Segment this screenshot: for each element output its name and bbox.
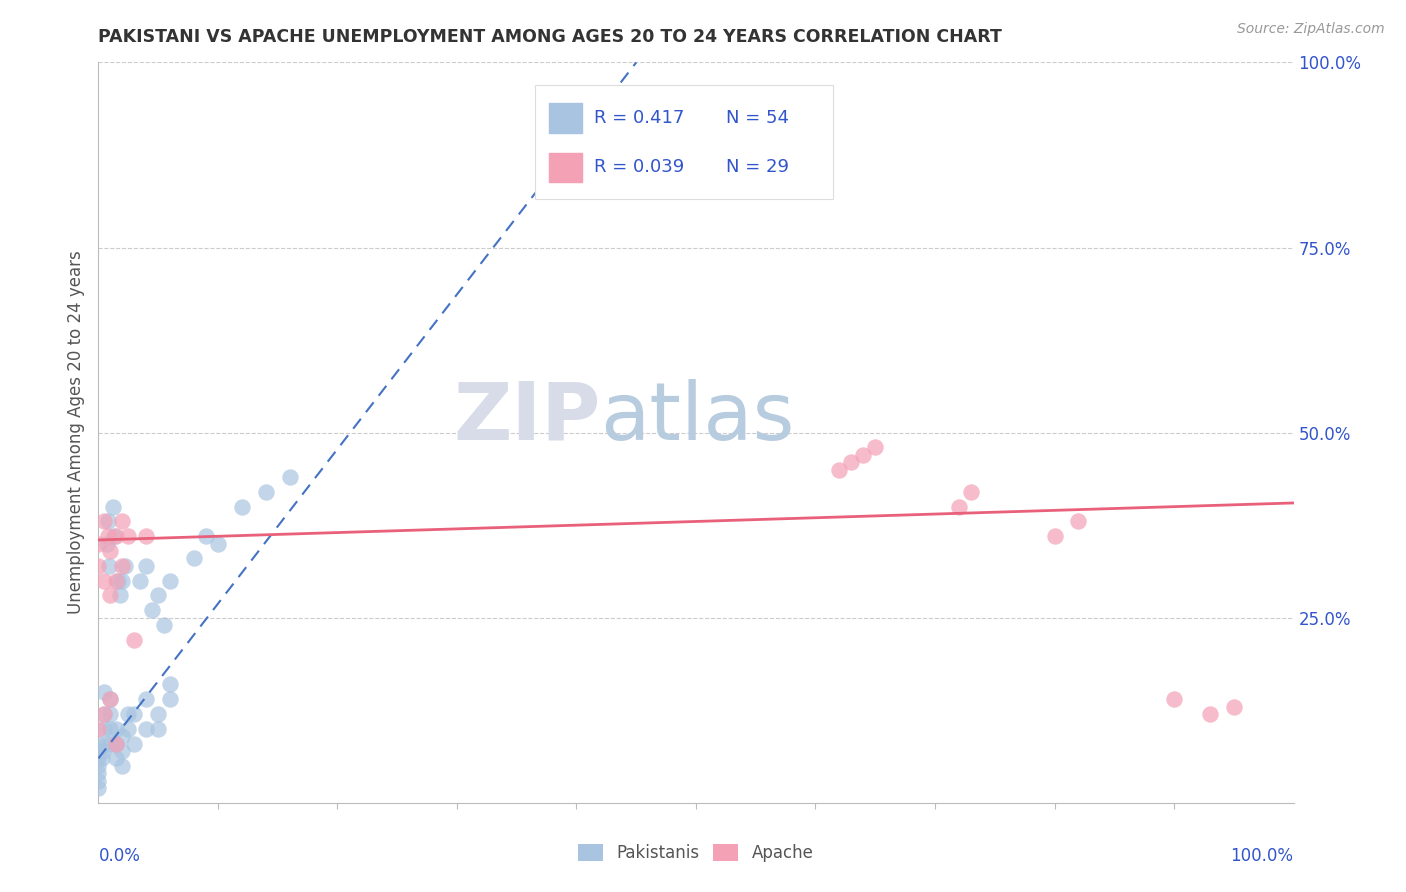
Point — [129, 574, 152, 588]
Point — [98, 722, 122, 736]
Point — [87, 744, 110, 758]
Text: R = 0.417: R = 0.417 — [595, 109, 685, 127]
Point — [105, 722, 128, 736]
Point — [98, 558, 121, 573]
Text: R = 0.039: R = 0.039 — [595, 159, 685, 177]
Point — [98, 692, 122, 706]
Point — [114, 558, 136, 573]
Text: Source: ZipAtlas.com: Source: ZipAtlas.com — [1237, 22, 1385, 37]
Point — [183, 551, 205, 566]
Point — [97, 515, 120, 529]
Point — [1067, 515, 1090, 529]
Point — [87, 766, 110, 780]
Point — [87, 536, 110, 550]
Point — [135, 722, 157, 736]
FancyBboxPatch shape — [534, 85, 834, 200]
Point — [841, 455, 863, 469]
Text: 100.0%: 100.0% — [1230, 847, 1294, 865]
Point — [87, 751, 110, 765]
FancyBboxPatch shape — [548, 103, 582, 133]
Point — [828, 462, 851, 476]
Point — [135, 558, 157, 573]
Point — [96, 536, 118, 550]
Point — [105, 737, 128, 751]
Point — [93, 706, 115, 721]
Point — [195, 529, 218, 543]
Point — [91, 744, 114, 758]
Point — [94, 737, 117, 751]
Point — [111, 729, 134, 743]
FancyBboxPatch shape — [548, 153, 582, 182]
Text: PAKISTANI VS APACHE UNEMPLOYMENT AMONG AGES 20 TO 24 YEARS CORRELATION CHART: PAKISTANI VS APACHE UNEMPLOYMENT AMONG A… — [98, 28, 1002, 45]
Point — [124, 632, 146, 647]
Point — [105, 529, 128, 543]
Point — [93, 574, 115, 588]
Point — [103, 529, 125, 543]
Point — [111, 758, 134, 772]
Point — [1223, 699, 1246, 714]
Point — [98, 589, 122, 603]
Point — [948, 500, 970, 514]
Point — [278, 470, 301, 484]
Point — [153, 618, 176, 632]
Point — [141, 603, 163, 617]
Point — [107, 574, 129, 588]
Point — [207, 536, 229, 550]
Point — [87, 758, 110, 772]
Point — [93, 706, 115, 721]
Text: N = 29: N = 29 — [725, 159, 789, 177]
Text: ZIP: ZIP — [453, 379, 600, 457]
Point — [111, 744, 134, 758]
Point — [148, 706, 170, 721]
Text: 0.0%: 0.0% — [98, 847, 141, 865]
Point — [1163, 692, 1185, 706]
Point — [87, 773, 110, 788]
Point — [852, 448, 875, 462]
Point — [117, 706, 139, 721]
Point — [87, 722, 110, 736]
Point — [87, 558, 110, 573]
Point — [98, 737, 122, 751]
Point — [111, 515, 134, 529]
Point — [159, 677, 181, 691]
Point — [1199, 706, 1222, 721]
Legend: Pakistanis, Apache: Pakistanis, Apache — [572, 837, 820, 869]
Point — [117, 722, 139, 736]
Y-axis label: Unemployment Among Ages 20 to 24 years: Unemployment Among Ages 20 to 24 years — [66, 251, 84, 615]
Point — [101, 500, 124, 514]
Point — [87, 737, 110, 751]
Point — [111, 558, 134, 573]
Point — [98, 706, 122, 721]
Point — [108, 589, 131, 603]
Point — [159, 574, 181, 588]
Point — [105, 574, 128, 588]
Point — [124, 737, 146, 751]
Point — [93, 515, 115, 529]
Point — [98, 692, 122, 706]
Point — [97, 529, 120, 543]
Point — [117, 529, 139, 543]
Point — [254, 484, 277, 499]
Point — [93, 722, 115, 736]
Point — [960, 484, 983, 499]
Point — [111, 574, 134, 588]
Point — [87, 780, 110, 795]
Point — [231, 500, 253, 514]
Text: N = 54: N = 54 — [725, 109, 789, 127]
Point — [91, 751, 114, 765]
Point — [105, 751, 128, 765]
Point — [148, 722, 170, 736]
Point — [135, 529, 157, 543]
Text: atlas: atlas — [600, 379, 794, 457]
Point — [1043, 529, 1066, 543]
Point — [93, 685, 115, 699]
Point — [148, 589, 170, 603]
Point — [135, 692, 157, 706]
Point — [124, 706, 146, 721]
Point — [159, 692, 181, 706]
Point — [865, 441, 887, 455]
Point — [105, 737, 128, 751]
Point — [98, 544, 122, 558]
